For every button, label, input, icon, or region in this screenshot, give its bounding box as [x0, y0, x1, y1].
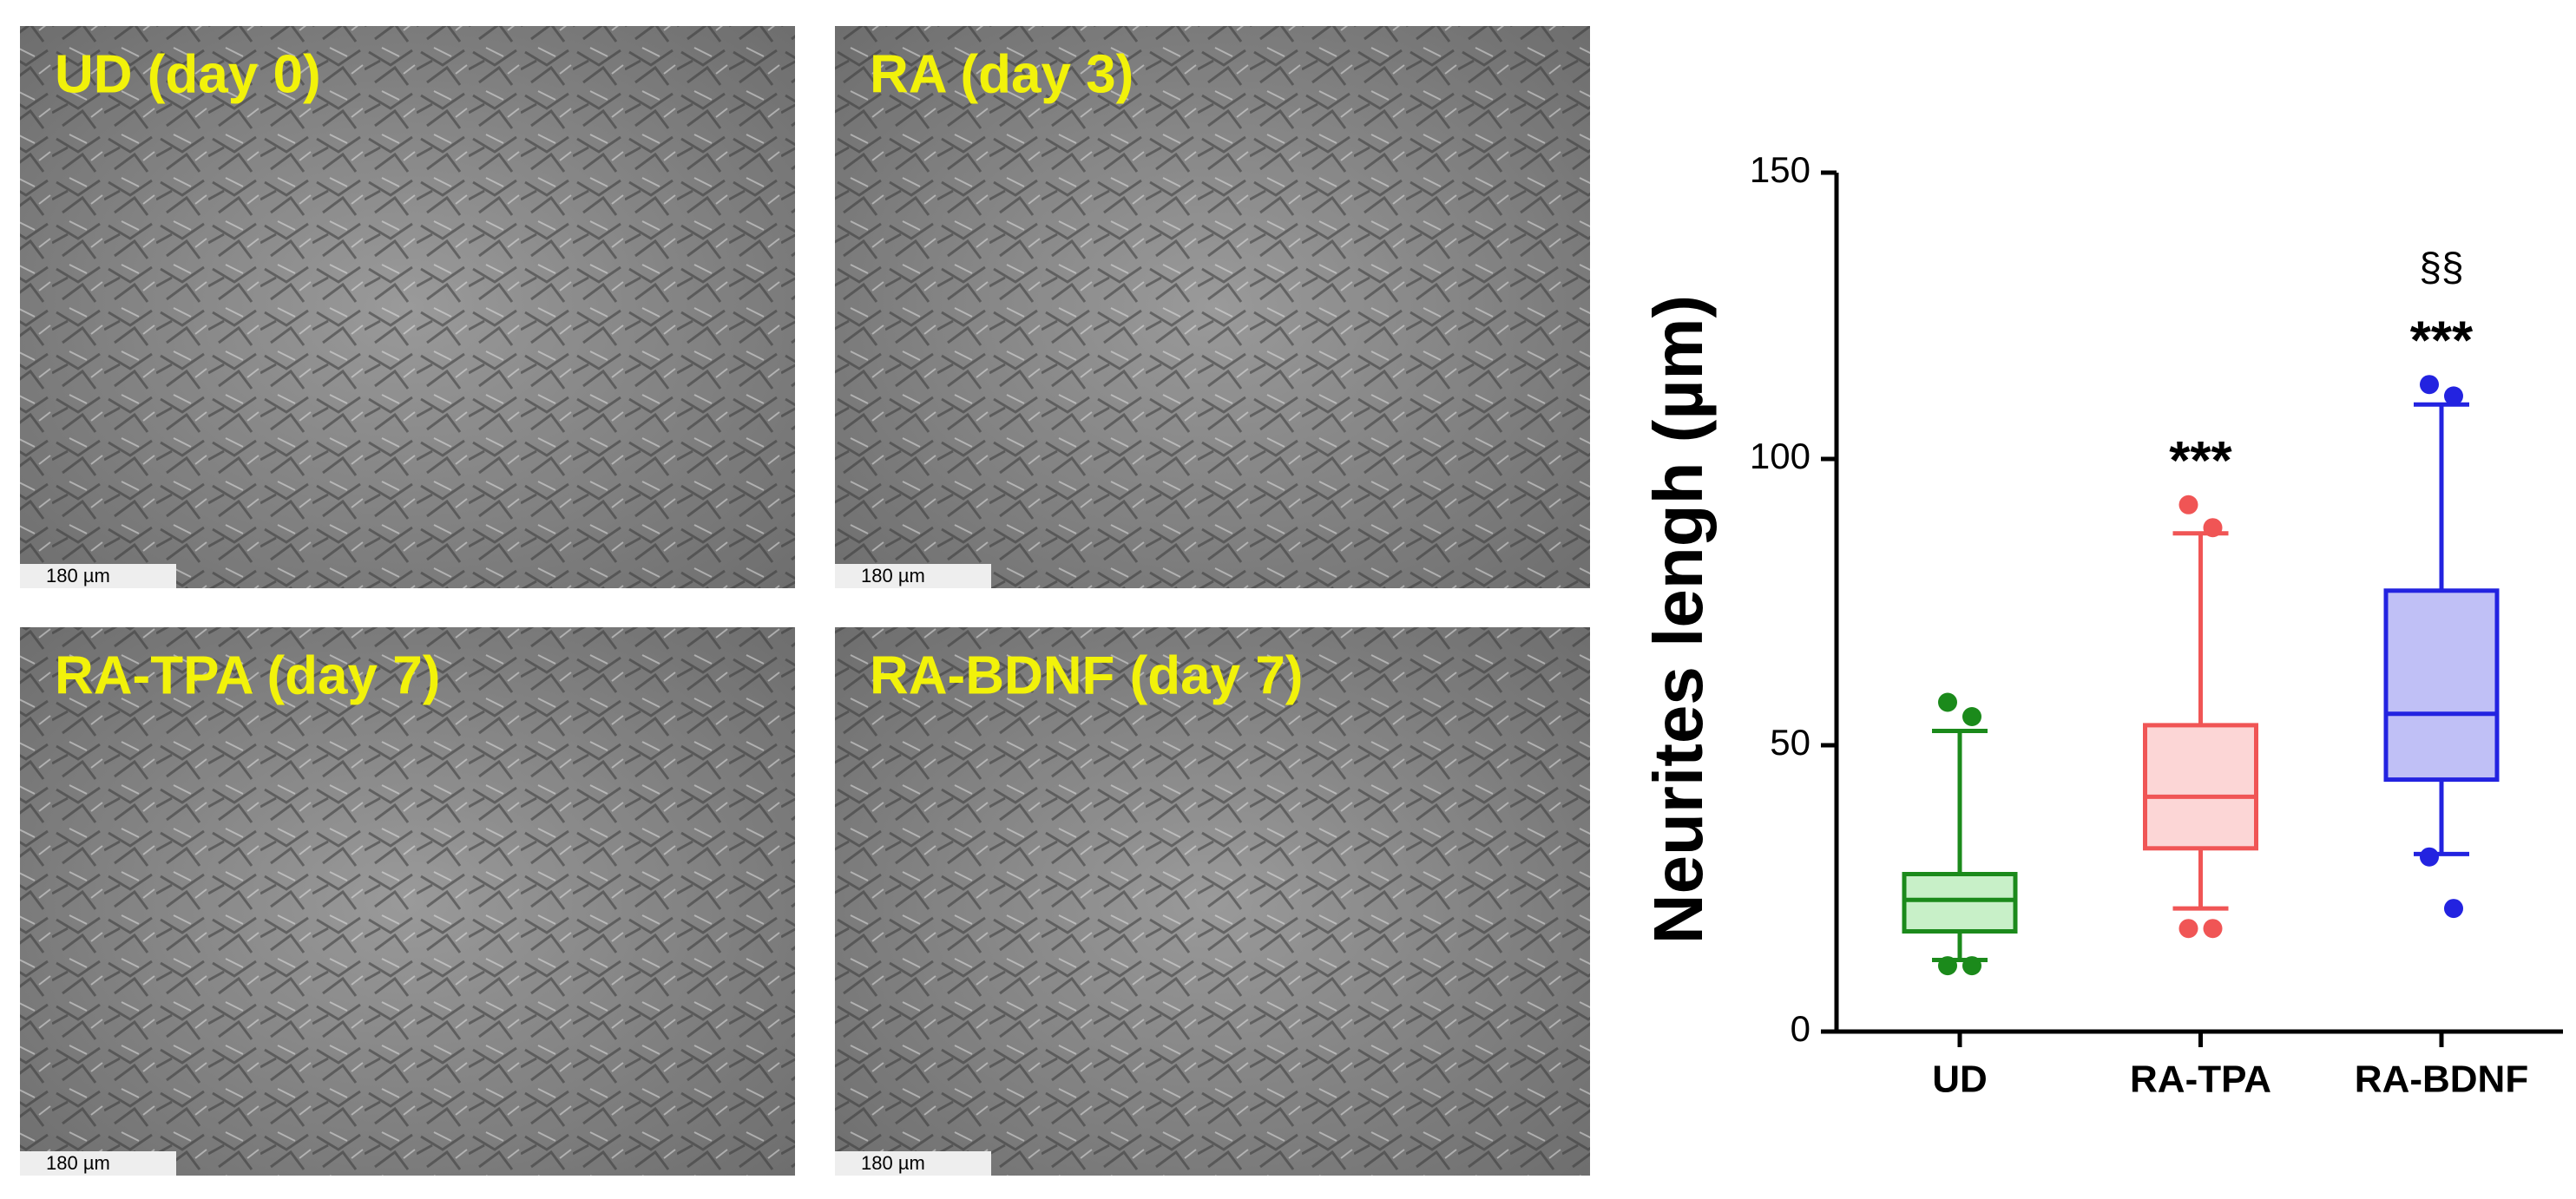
x-tick-label: RA-TPA — [2130, 1058, 2271, 1101]
box — [2143, 723, 2258, 851]
panel-label: RA-TPA (day 7) — [55, 645, 440, 705]
micrograph-panel: UD (day 0) 180 µm — [20, 26, 795, 588]
panel-label: RA-BDNF (day 7) — [870, 645, 1303, 705]
outlier — [1938, 956, 1957, 976]
box — [2383, 588, 2500, 783]
outlier — [2444, 386, 2463, 406]
y-tick-label: 100 — [1750, 436, 1810, 476]
micrograph-panel: RA-BDNF (day 7) 180 µm — [835, 627, 1590, 1176]
micrograph-panel: RA-TPA (day 7) 180 µm — [20, 627, 795, 1176]
micrograph-texture — [835, 26, 1590, 588]
outlier — [1962, 956, 1981, 976]
micrograph-texture — [835, 627, 1590, 1176]
scale-bar-label: 180 µm — [46, 565, 110, 586]
outlier — [1938, 692, 1957, 712]
scale-bar — [835, 564, 991, 588]
outlier — [2420, 847, 2439, 867]
y-axis-label: Neurites lengh (µm) — [1640, 295, 1717, 944]
significance-label: §§ — [2419, 244, 2463, 289]
y-tick-label: 150 — [1750, 149, 1810, 190]
micrograph-panel: RA (day 3) 180 µm — [835, 26, 1590, 588]
x-tick-label: RA-BDNF — [2355, 1058, 2528, 1101]
scale-bar-label: 180 µm — [861, 565, 925, 586]
significance-label: *** — [2410, 311, 2474, 371]
scale-bar — [20, 1151, 176, 1176]
outlier — [1962, 707, 1981, 726]
outlier — [2444, 899, 2463, 919]
box — [1902, 872, 2018, 934]
significance-label: *** — [2169, 431, 2232, 491]
outlier — [2178, 495, 2198, 514]
scale-bar — [835, 1151, 991, 1176]
x-tick-label: UD — [1932, 1058, 1988, 1101]
scale-bar-label: 180 µm — [46, 1152, 110, 1174]
micrograph-texture — [20, 627, 795, 1176]
scale-bar-label: 180 µm — [861, 1152, 925, 1174]
y-tick-label: 0 — [1791, 1008, 1810, 1049]
panel-label: UD (day 0) — [55, 44, 321, 104]
panel-label: RA (day 3) — [870, 44, 1134, 104]
outlier — [2203, 919, 2223, 939]
scale-bar — [20, 564, 176, 588]
outlier — [2203, 518, 2223, 538]
outlier — [2178, 919, 2198, 939]
outlier — [2420, 375, 2439, 395]
micrograph-texture — [20, 26, 795, 588]
y-tick-label: 50 — [1770, 722, 1810, 763]
